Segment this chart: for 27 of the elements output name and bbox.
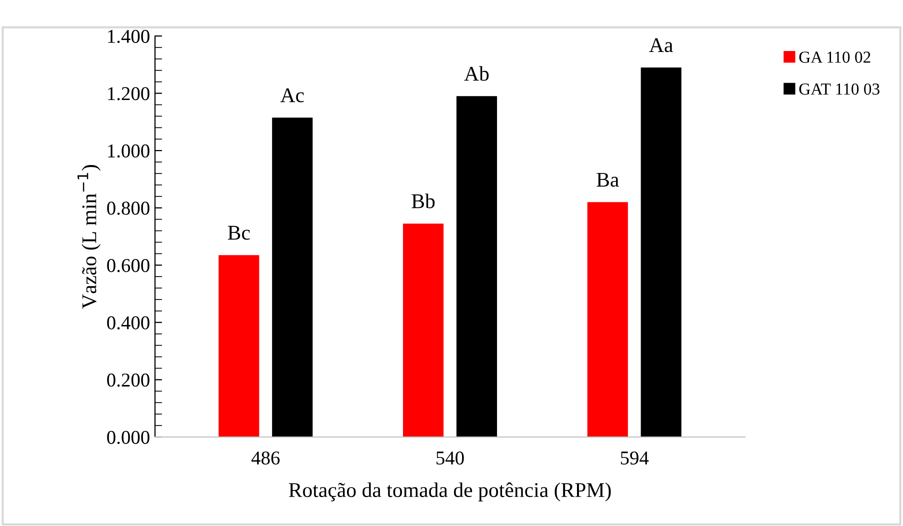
y-tick-label: 0.800 [107, 202, 150, 215]
legend-label: GA 110 02 [799, 52, 870, 63]
x-axis-title: Rotação da tomada de potência (RPM) [288, 482, 611, 502]
bar [402, 224, 444, 437]
y-tick-label: 0.000 [107, 430, 150, 444]
y-tick-label: 1.400 [108, 30, 150, 44]
data-label: Ab [464, 66, 489, 81]
bar [218, 255, 260, 437]
data-label: Ba [596, 172, 619, 187]
y-axis-title: Vazão (L min$^{−1}$) [78, 165, 101, 309]
y-tick-label: 1.200 [108, 87, 150, 100]
bar [640, 68, 682, 437]
bar [456, 96, 498, 437]
y-tick-label: 0.400 [107, 316, 150, 330]
data-label: Ac [280, 88, 304, 102]
y-tick-label: 0.200 [107, 374, 150, 387]
y-tick-label: 0.600 [107, 258, 150, 272]
legend-label: GAT 110 03 [799, 83, 880, 95]
x-tick-label: 540 [436, 451, 464, 465]
data-label: Bb [412, 194, 435, 208]
x-tick-label: 486 [251, 451, 280, 465]
x-tick-label: 594 [620, 452, 649, 465]
data-label: Aa [649, 38, 673, 52]
bar [272, 118, 313, 437]
data-label: Bc [228, 226, 250, 240]
bar [587, 202, 628, 437]
y-tick-label: 1.000 [108, 144, 150, 158]
